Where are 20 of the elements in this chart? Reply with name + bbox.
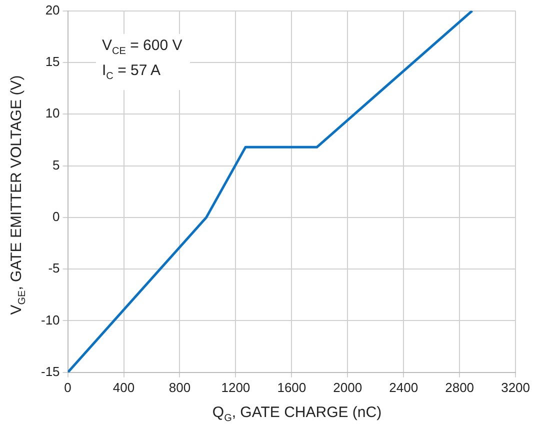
- y-tick-label: 15: [45, 54, 60, 70]
- y-tick-label: -15: [40, 364, 60, 379]
- y-tick-label: -10: [40, 312, 60, 328]
- x-tick-label: 1200: [221, 380, 250, 395]
- y-tick-label: 5: [52, 157, 60, 172]
- x-tick-label: 3200: [501, 380, 530, 395]
- x-tick-label: 2800: [445, 380, 474, 395]
- annotation: V$_{CE}$ = 600 V: [102, 37, 182, 57]
- x-tick-label: 2400: [389, 380, 418, 395]
- y-tick-label: 20: [45, 2, 60, 18]
- x-axis-title: Q$_{G}$, GATE CHARGE (nC): [211, 404, 383, 424]
- x-tick-label: 0: [64, 380, 72, 395]
- y-tick-label: 0: [52, 209, 60, 224]
- annotation: I$_{C}$ = 57 A: [102, 62, 161, 82]
- y-tick-label: -5: [48, 260, 60, 276]
- y-tick-label: 10: [45, 106, 60, 121]
- x-tick-label: 2000: [333, 380, 362, 395]
- x-tick-label: 1600: [277, 380, 306, 395]
- x-tick-label: 400: [112, 380, 135, 395]
- x-tick-label: 800: [168, 380, 191, 395]
